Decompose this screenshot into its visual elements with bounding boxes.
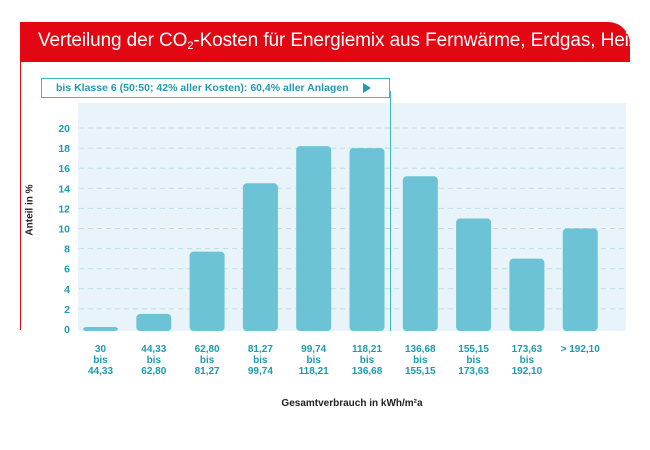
y-tick-label: 10 [58, 224, 70, 236]
y-tick-label: 14 [58, 183, 70, 195]
x-tick-label: 81,27 bis 99,74 [248, 344, 273, 377]
chart-title: Verteilung der CO2-Kosten für Energiemix… [38, 30, 650, 52]
x-axis-label: Gesamtverbrauch in kWh/m²a [281, 398, 423, 409]
x-tick-label: 62,80 bis 81,27 [195, 344, 220, 377]
y-tick-label: 18 [58, 143, 70, 155]
x-tick-label: 155,15 bis 173,63 [458, 344, 489, 377]
x-tick-label: 118,21 bis 136,68 [352, 344, 383, 377]
bar [509, 258, 545, 331]
y-axis-label: Anteil in % [24, 184, 36, 236]
x-tick-label: 136,68 bis 155,15 [405, 344, 436, 377]
bar [83, 326, 118, 331]
title-subscript: 2 [187, 40, 194, 52]
title-text-2: -Kosten für Energiemix aus Fernwärme, Er… [193, 30, 650, 51]
x-tick-label: > 192,10 [561, 344, 601, 355]
y-tick-label: 4 [64, 284, 70, 296]
y-tick-label: 6 [64, 264, 70, 276]
title-banner [20, 22, 630, 62]
y-tick-label: 0 [64, 324, 70, 336]
x-tick-label: 44,33 bis 62,80 [141, 344, 166, 377]
annotation-divider-line [390, 91, 391, 331]
bar [562, 228, 598, 331]
bar [296, 146, 332, 331]
bar [189, 251, 225, 331]
left-accent-rule [20, 62, 21, 330]
x-tick-label: 173,63 bis 192,10 [512, 344, 543, 377]
bar [402, 176, 438, 331]
play-arrow-icon [363, 83, 371, 93]
y-tick-label: 8 [64, 244, 70, 256]
x-tick-label: 99,74 bis 118,21 [299, 344, 329, 377]
y-tick-label: 16 [58, 163, 70, 175]
y-tick-label: 2 [64, 304, 70, 316]
y-tick-label: 12 [58, 203, 70, 215]
bar [136, 313, 172, 331]
title-text-1: Verteilung der CO [38, 30, 188, 51]
x-tick-label: 30 bis 44,33 [88, 344, 113, 377]
bar [456, 218, 492, 331]
annotation-callout: bis Klasse 6 (50:50; 42% aller Kosten): … [41, 78, 390, 98]
y-tick-label: 20 [58, 123, 70, 135]
bar [242, 183, 278, 331]
annotation-text: bis Klasse 6 (50:50; 42% aller Kosten): … [56, 82, 349, 94]
bar [349, 148, 385, 331]
